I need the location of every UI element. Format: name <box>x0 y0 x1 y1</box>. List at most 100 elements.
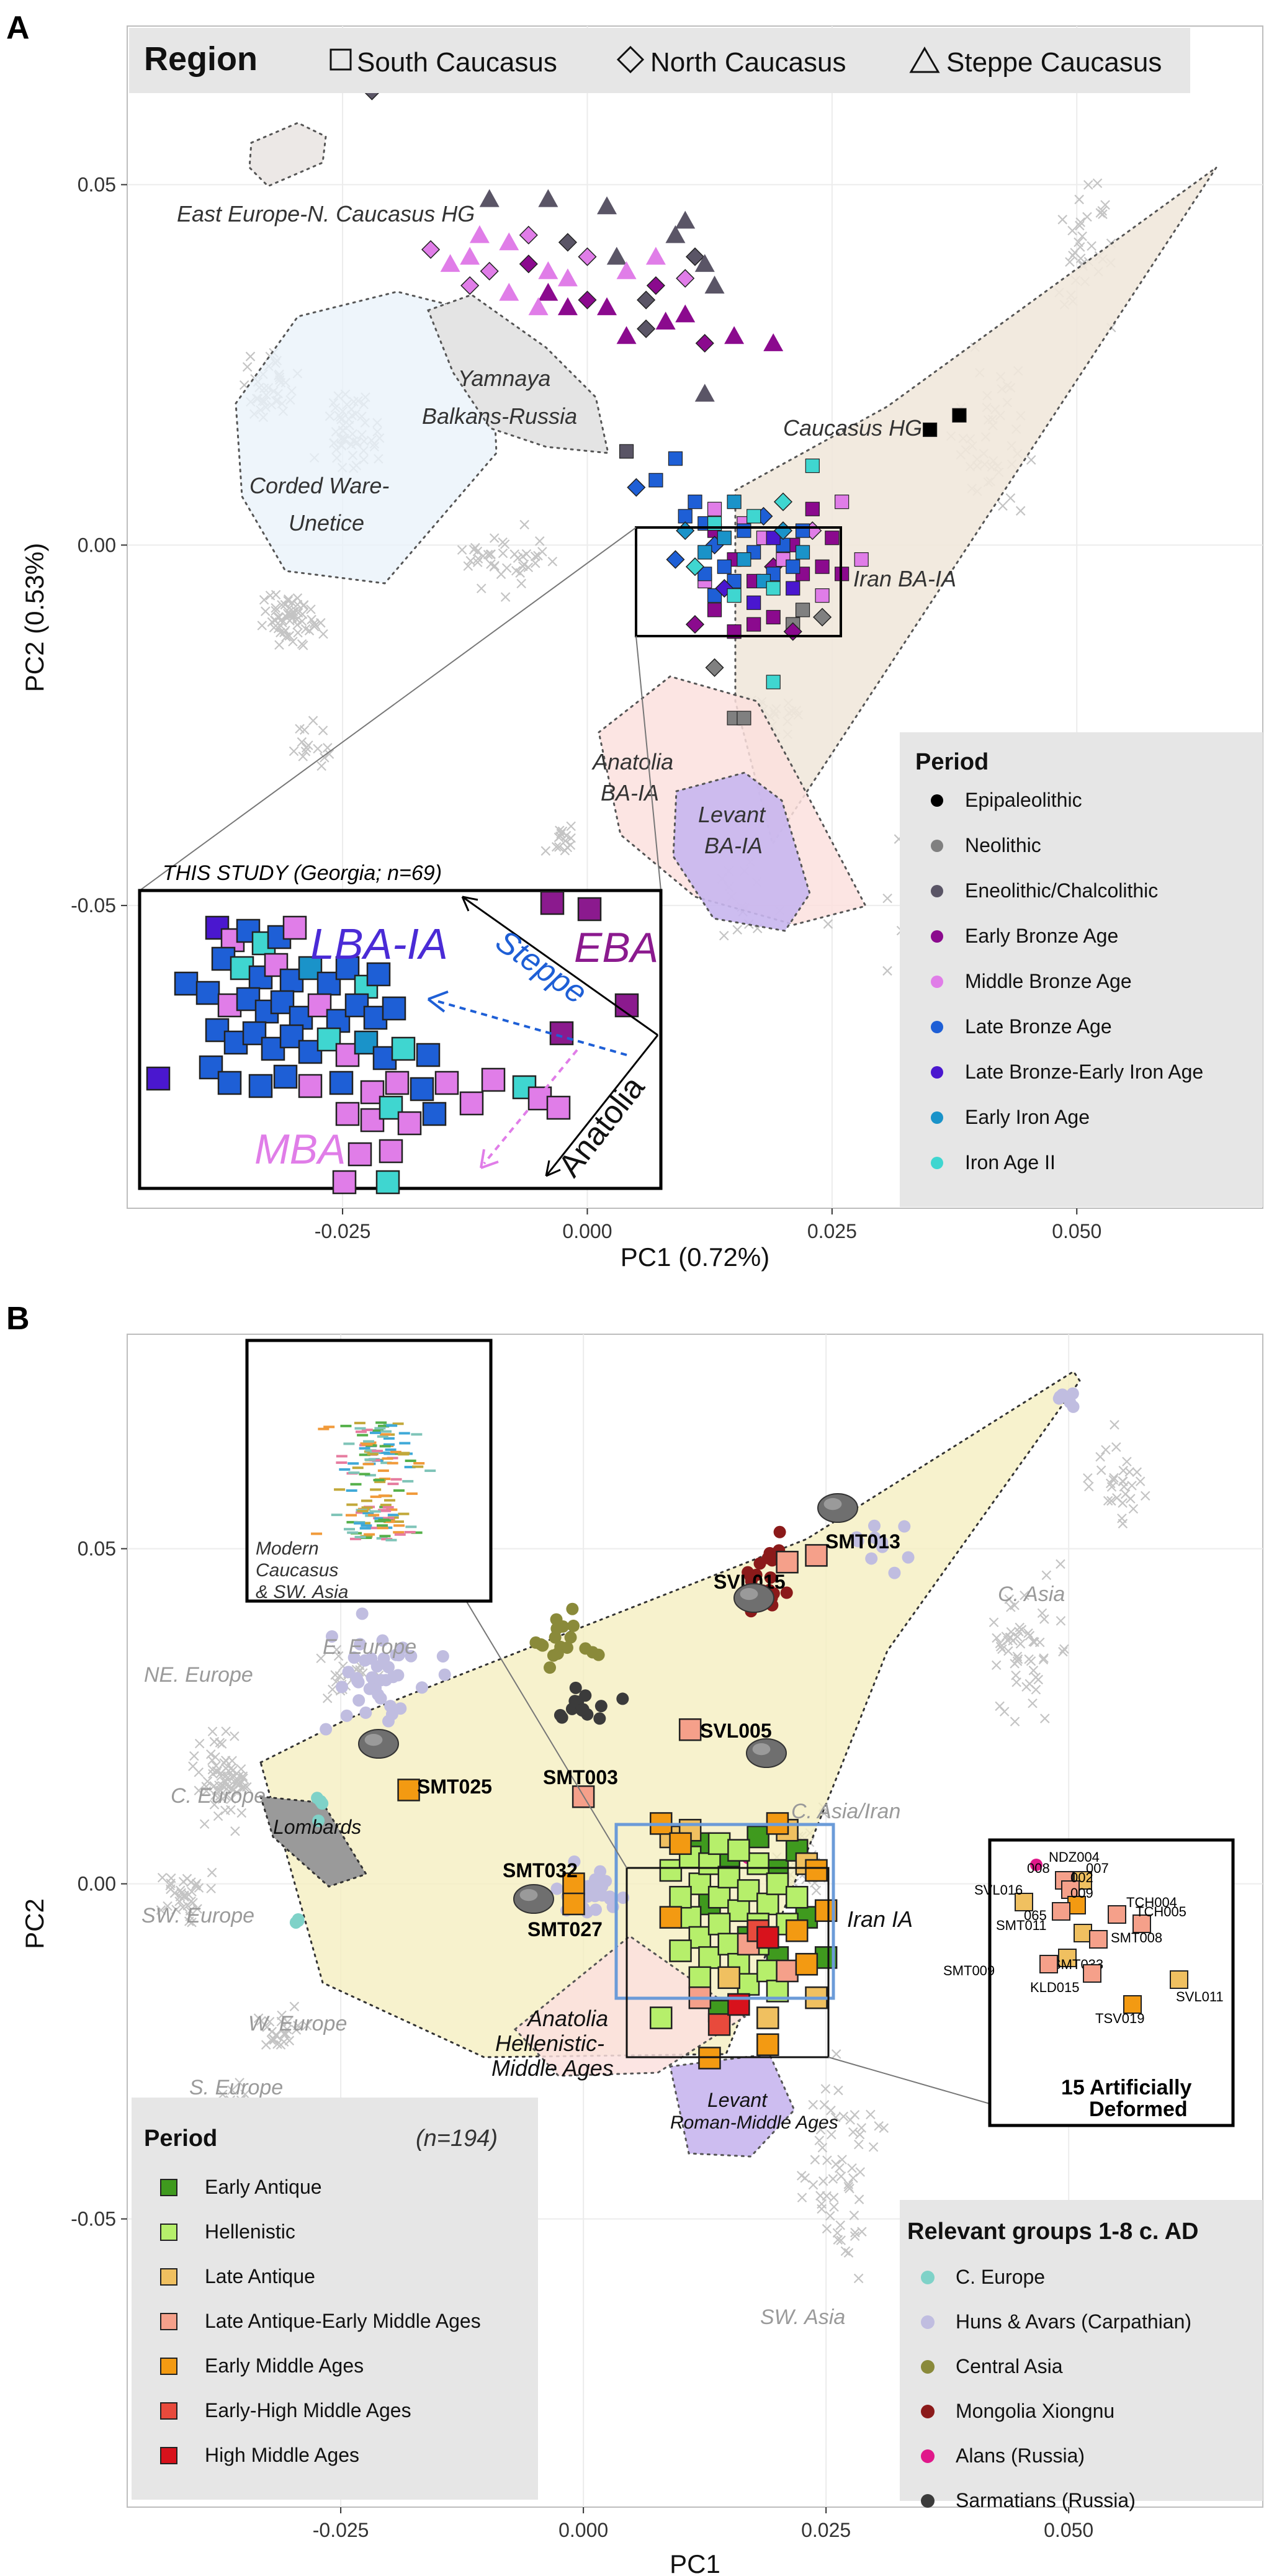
mba-arrowhead <box>480 1149 499 1169</box>
reference-cross <box>318 629 328 639</box>
reference-cross <box>1039 1614 1049 1624</box>
inset-label-lba-ia: LBA-IA <box>310 920 448 968</box>
reference-cross <box>998 501 1008 511</box>
group-point-sarmatians-russia- <box>569 1681 582 1694</box>
reference-cross <box>292 599 303 610</box>
point-eneolithic-chalcolithic <box>637 319 656 338</box>
deformed-sample-marker <box>1083 1964 1101 1983</box>
inset-sample-square <box>382 996 406 1021</box>
legend-key-5 <box>931 1021 943 1033</box>
skull-highlight <box>364 1734 383 1746</box>
reference-cross <box>295 724 305 734</box>
reference-cross <box>185 1911 195 1921</box>
reference-cross <box>1025 1630 1035 1641</box>
reference-cross <box>1075 217 1086 227</box>
panel-b-letter: B <box>6 1301 30 1337</box>
reference-cross <box>318 725 328 735</box>
reference-cross <box>1068 250 1078 261</box>
point-eneolithic-chalcolithic <box>694 254 715 272</box>
group-point-central-asia <box>534 1638 547 1651</box>
period-legend-title: Period <box>915 749 989 775</box>
deformed-sample-marker <box>1108 1905 1126 1924</box>
group-point-huns-avars-carpathian- <box>1066 1387 1079 1400</box>
inset-sample-square <box>459 1091 484 1116</box>
point-early-bronze-age <box>646 276 665 295</box>
panel-b-reference-cloud <box>156 1420 1150 2284</box>
group-point-huns-avars-carpathian- <box>868 1519 881 1532</box>
reference-cross <box>808 2179 818 2190</box>
reference-cross <box>498 548 508 559</box>
reference-cross <box>1013 1654 1023 1664</box>
point-early-bronze-age <box>538 282 558 301</box>
group-point-central-asia <box>564 1631 577 1644</box>
reference-cross <box>1056 1559 1065 1569</box>
b-period-legend-item: High Middle Ages <box>205 2444 359 2466</box>
deformed-inset-frame <box>988 1838 1235 2127</box>
inset-points <box>146 891 639 1195</box>
modern-population-label-mark <box>369 1510 381 1513</box>
point-middle-bronze-age <box>676 269 695 288</box>
reference-cross <box>1132 1467 1142 1477</box>
modern-population-label-mark <box>370 1488 382 1491</box>
modern-population-label-mark <box>354 1427 366 1430</box>
point-early-iron-age <box>717 531 732 545</box>
x-tick-label: 0.025 <box>801 2519 851 2541</box>
reference-cross <box>1056 1616 1066 1626</box>
reference-cross <box>557 826 568 837</box>
sample-label-smt003: SMT003 <box>543 1766 618 1788</box>
reference-cross <box>207 1867 217 1878</box>
b-period-legend-item: Early-High Middle Ages <box>205 2399 411 2421</box>
reference-cross <box>226 1794 236 1804</box>
point-high-middle-ages <box>756 1926 779 1949</box>
ref-label-c-asia-iran: C. Asia/Iran <box>791 1800 900 1823</box>
b-period-legend-key <box>160 2447 177 2464</box>
group-point-huns-avars-carpathian- <box>340 1709 353 1722</box>
reference-cross <box>797 2192 807 2203</box>
reference-cross <box>489 533 500 543</box>
reference-cross <box>194 1738 205 1749</box>
reference-cross <box>534 536 545 546</box>
reference-cross <box>256 2016 266 2026</box>
reference-cross <box>189 1751 199 1761</box>
reference-cross <box>281 632 291 642</box>
group-point-mongolia-xiongnu <box>780 1586 793 1599</box>
reference-cross <box>1038 1654 1049 1665</box>
reference-cross <box>316 617 326 628</box>
modern-population-label-mark <box>369 1431 381 1434</box>
reference-cross <box>537 547 547 557</box>
reference-cross <box>276 2016 287 2027</box>
reference-cross <box>213 1811 223 1821</box>
reference-cross <box>995 1641 1006 1652</box>
modern-population-label-mark <box>354 1535 366 1538</box>
reference-cross <box>1015 1639 1026 1649</box>
reference-cross <box>1118 1519 1128 1528</box>
reference-cross <box>560 836 570 846</box>
point-late-antique-early-middle-ages <box>678 1718 702 1741</box>
group-point-sarmatians-russia- <box>555 1711 568 1724</box>
point-middle-bronze-age <box>578 247 597 266</box>
point-late-bronze-early-iron-age <box>715 578 734 598</box>
inset-sample-square <box>174 971 199 996</box>
modern-population-label-mark <box>362 1512 374 1515</box>
panel-b-blue-zoom-box <box>614 1823 835 2000</box>
point-middle-bronze-age <box>835 495 850 509</box>
sample-label-smt032: SMT032 <box>503 1859 578 1882</box>
reference-cross <box>226 1784 237 1794</box>
point-late-antique-early-middle-ages <box>776 1959 799 1983</box>
panel-b-sample-labels: SMT013 SVL015 SVL005 SMT003 SMT025 SMT03… <box>417 1530 900 1941</box>
deformed-sample-marker <box>1030 1859 1043 1871</box>
reference-cross <box>1135 1476 1146 1486</box>
label-levant: Levant <box>698 802 766 827</box>
inset-sample-square <box>348 1142 372 1167</box>
reference-cross <box>277 599 287 610</box>
deformed-sample-marker <box>1089 1930 1108 1949</box>
modern-inset-label-1: Modern <box>256 1538 319 1559</box>
modern-population-label-mark <box>382 1506 394 1509</box>
point-early-bronze-age <box>747 617 761 632</box>
group-point-huns-avars-carpathian- <box>359 1706 372 1719</box>
inset-sample-square <box>316 971 341 996</box>
inset-sample-square <box>217 1070 242 1095</box>
reference-cross <box>284 2035 295 2046</box>
point-early-bronze-age <box>707 603 722 617</box>
